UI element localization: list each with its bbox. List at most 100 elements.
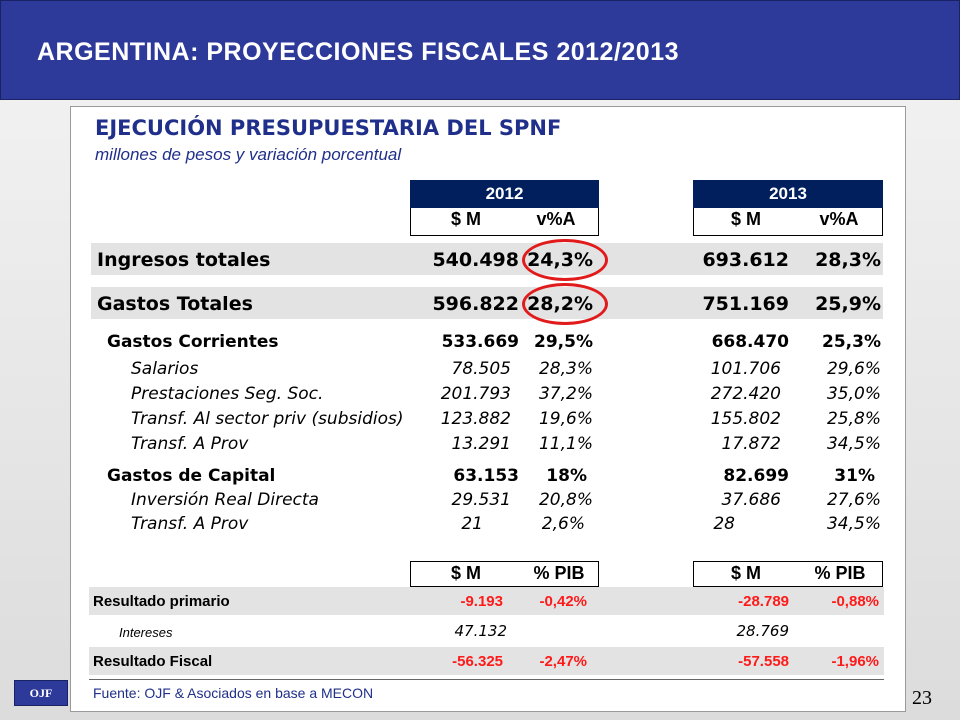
row-label-ingresos: Ingresos totales [97,249,271,271]
row-label-gastos: Gastos Totales [97,293,253,315]
col-header-pib-2012: % PIB [533,563,585,583]
row-label-resultado-primario: Resultado primario [93,593,230,610]
cell: 28 [713,514,735,534]
source-rule [89,679,884,680]
col-header-pib-2013: % PIB [814,563,866,583]
cell: -0,88% [831,593,879,610]
cell-ingresos-var-2013: 28,3% [815,249,881,271]
source-note: Fuente: OJF & Asociados en base a MECON [93,685,374,701]
cell: 37.686 [721,490,781,510]
header-divider [598,208,599,236]
cell: 20,8% [538,490,593,510]
col-header-var-2012: v%A [536,209,576,229]
row-label-prestaciones: Prestaciones Seg. Soc. [131,384,324,404]
cell: 28,3% [538,359,593,379]
header-rule [410,235,599,236]
highlight-circle [522,239,608,281]
row-band-ingresos [91,243,883,275]
table-subtitle: millones de pesos y variación porcentual [95,145,402,164]
cell: 27,6% [826,490,881,510]
mid-divider [598,561,599,587]
header-divider [882,208,883,236]
cell-gastos-var-2013: 25,9% [815,293,881,315]
row-label-gastos-capital: Gastos de Capital [107,466,276,486]
cell: 34,5% [826,514,881,534]
table-panel: EJECUCIÓN PRESUPUESTARIA DEL SPNF millon… [70,106,906,712]
cell: 29.531 [451,490,511,510]
year-2012-header: 2012 [410,180,599,208]
cell: 25,8% [826,409,881,429]
cell: 37,2% [538,384,593,404]
cell: 2,6% [541,514,585,534]
col-header-m-2012-b: $ M [450,563,481,583]
cell: -1,96% [831,653,879,670]
cell: 18% [546,466,587,486]
cell: 13.291 [451,434,511,454]
col-header-m-2012: $ M [450,209,481,229]
cell: 272.420 [710,384,781,404]
page-title: ARGENTINA: PROYECCIONES FISCALES 2012/20… [37,38,679,66]
cell: 31% [834,466,875,486]
cell: 47.132 [454,622,508,640]
col-header-var-2013: v%A [819,209,859,229]
row-band-primario [89,587,884,615]
cell: 21 [461,514,483,534]
row-label-intereses: Intereses [119,625,173,640]
cell: 19,6% [538,409,593,429]
cell: 101.706 [710,359,781,379]
cell: 34,5% [826,434,881,454]
col-header-m-2013-b: $ M [730,563,761,583]
cell: 11,1% [538,434,593,454]
cell: 28.769 [736,622,790,640]
cell: 533.669 [441,332,519,352]
mid-divider [693,561,694,587]
cell: 35,0% [826,384,881,404]
cell-gastos-m-2012: 596.822 [432,293,519,315]
cell: 155.802 [710,409,781,429]
cell: 17.872 [721,434,781,454]
cell: 201.793 [440,384,511,404]
cell: -9.193 [460,593,503,610]
cell-ingresos-m-2013: 693.612 [702,249,789,271]
mid-divider [882,561,883,587]
row-band-fiscal [89,647,884,675]
cell: -56.325 [452,653,503,670]
cell: 63.153 [453,466,519,486]
row-label-transf-prov: Transf. A Prov [131,434,249,454]
cell: -28.789 [738,593,789,610]
year-2013-header: 2013 [693,180,883,208]
cell: -0,42% [539,593,587,610]
cell: -2,47% [539,653,587,670]
row-label-inversion: Inversión Real Directa [131,490,319,510]
header-divider [693,208,694,236]
header-bar: ARGENTINA: PROYECCIONES FISCALES 2012/20… [0,0,960,100]
row-band-gastos [91,287,883,319]
row-label-gastos-corrientes: Gastos Corrientes [107,332,279,352]
mid-rule [410,561,599,562]
row-label-salarios: Salarios [131,359,199,379]
cell: 123.882 [440,409,511,429]
mid-divider [410,561,411,587]
cell: 82.699 [723,466,789,486]
cell: 668.470 [711,332,789,352]
table-title: EJECUCIÓN PRESUPUESTARIA DEL SPNF [95,116,562,140]
header-divider [410,208,411,236]
mid-rule [693,561,883,562]
ojf-logo: OJF [14,680,68,706]
header-rule [693,235,883,236]
mid-rule [410,586,599,587]
mid-rule [693,586,883,587]
highlight-circle [522,283,608,325]
cell-gastos-m-2013: 751.169 [702,293,789,315]
cell: 78.505 [451,359,511,379]
row-label-transf-priv: Transf. Al sector priv (subsidios) [131,409,404,429]
cell: -57.558 [738,653,789,670]
row-label-resultado-fiscal: Resultado Fiscal [93,653,213,670]
row-label-transf-prov-capital: Transf. A Prov [131,514,249,534]
cell: 29,5% [534,332,593,352]
cell: 25,3% [822,332,881,352]
cell-ingresos-m-2012: 540.498 [432,249,519,271]
col-header-m-2013: $ M [730,209,761,229]
cell: 29,6% [826,359,881,379]
page-number: 23 [912,687,932,709]
